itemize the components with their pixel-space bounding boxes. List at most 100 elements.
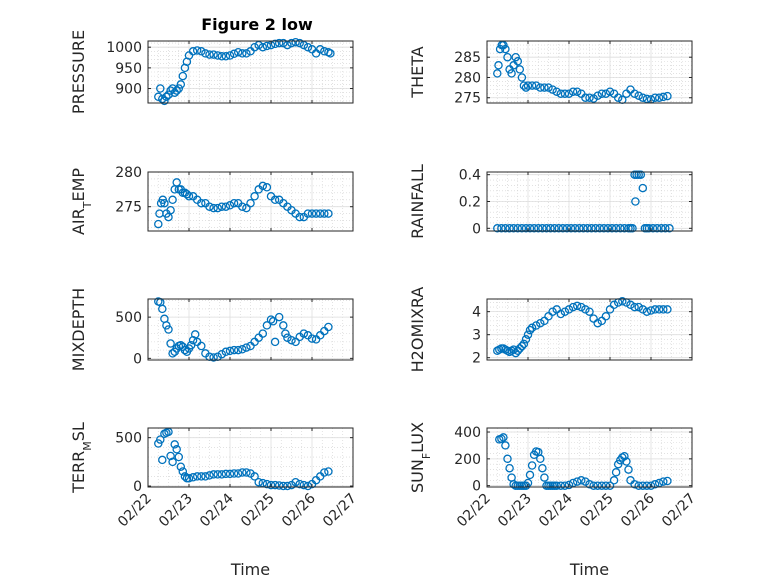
subplot-3: 275 280 AIRTEMP bbox=[69, 165, 354, 235]
subplot-4-point bbox=[583, 224, 592, 233]
subplot-8-point bbox=[572, 477, 582, 486]
subplot-7-x-tick-label: 02/23 bbox=[156, 491, 196, 531]
subplot-8-point bbox=[497, 434, 506, 443]
subplot-6-point bbox=[564, 305, 574, 314]
subplot-1-point bbox=[287, 38, 296, 48]
subplot-3-point bbox=[229, 198, 239, 208]
subplot-2-point bbox=[511, 52, 520, 62]
subplot-4-point bbox=[570, 224, 580, 233]
subplot-6-point bbox=[585, 307, 594, 316]
subplot-8-point bbox=[503, 454, 512, 464]
subplot-3-point bbox=[270, 195, 280, 205]
subplot-3-point bbox=[320, 209, 329, 218]
subplot-8-point bbox=[509, 480, 518, 489]
subplot-1-point bbox=[168, 84, 177, 93]
subplot-6-y-tick-label: 3 bbox=[472, 328, 481, 344]
subplot-7-x-tick-label: 02/26 bbox=[279, 490, 319, 530]
subplot-1-point bbox=[258, 42, 268, 52]
subplot-7-point bbox=[184, 474, 194, 483]
subplot-1-point bbox=[295, 38, 304, 48]
subplot-8: 0 200 400 SUNFLUX 02/22 02/23 02/24 02/25 02/26 0… bbox=[408, 422, 699, 579]
subplot-4-point bbox=[542, 224, 551, 233]
subplot-6-point bbox=[618, 297, 627, 306]
subplot-5-point bbox=[197, 341, 206, 351]
subplot-5-point bbox=[162, 321, 171, 330]
subplot-4-point bbox=[525, 224, 535, 233]
subplot-1-point bbox=[166, 86, 175, 95]
subplot-7-point bbox=[274, 481, 284, 490]
subplot-1-point bbox=[291, 37, 300, 47]
subplot-7-x-axis-label: Time bbox=[230, 560, 270, 579]
subplot-4: 0 0.2 0.4 RAINFALL bbox=[408, 164, 693, 239]
subplot-4-point bbox=[554, 224, 564, 233]
subplot-8-point bbox=[622, 457, 631, 466]
subplot-4-point bbox=[538, 224, 547, 233]
subplot-7-point bbox=[213, 470, 222, 479]
subplot-7-point bbox=[254, 477, 263, 487]
subplot-6-point bbox=[626, 300, 635, 310]
subplot-6-point bbox=[659, 305, 668, 314]
subplot-2: 275 280 285 THETA bbox=[408, 40, 693, 107]
subplot-2-point bbox=[630, 89, 639, 98]
subplot-8-point bbox=[552, 481, 561, 490]
subplot-5-point bbox=[180, 345, 190, 355]
subplot-4-point bbox=[575, 224, 584, 233]
subplot-5-point bbox=[266, 315, 276, 324]
subplot-6-point bbox=[601, 312, 611, 321]
figure-title: Figure 2 low bbox=[201, 15, 313, 34]
subplot-5-point bbox=[166, 339, 175, 348]
subplot-2-point bbox=[552, 87, 561, 96]
subplot-4-point bbox=[497, 224, 506, 233]
subplot-7-point bbox=[188, 473, 198, 482]
subplot-8-point bbox=[538, 463, 547, 473]
subplot-5-point bbox=[270, 337, 280, 347]
subplot-1-y-tick-label: 950 bbox=[115, 61, 142, 77]
subplot-2-point bbox=[585, 93, 594, 102]
subplot-2-point bbox=[663, 91, 672, 101]
subplot-2-point bbox=[568, 87, 578, 96]
subplot-1-point bbox=[162, 92, 171, 102]
subplot-4-point bbox=[501, 224, 510, 233]
subplot-4-point bbox=[599, 224, 609, 233]
subplot-3-y-tick-label: 280 bbox=[115, 165, 142, 181]
subplot-2-y-tick-label: 280 bbox=[454, 70, 481, 86]
subplot-7-point bbox=[158, 455, 167, 465]
subplot-7-x-tick-label: 02/22 bbox=[115, 491, 155, 531]
subplot-4-point bbox=[529, 224, 539, 233]
subplot-8-point bbox=[611, 468, 621, 477]
subplot-4-point bbox=[652, 224, 662, 233]
subplot-8-point bbox=[527, 461, 537, 470]
subplot-6-point bbox=[568, 302, 578, 312]
subplot-1-point bbox=[213, 51, 222, 60]
subplot-7-point bbox=[283, 481, 292, 491]
subplot-3-point bbox=[258, 181, 268, 191]
subplot-3-point bbox=[324, 209, 333, 218]
subplot-2-point bbox=[593, 91, 602, 100]
subplot-8-point bbox=[613, 459, 623, 469]
subplot-8-point bbox=[556, 481, 566, 490]
subplot-7-point bbox=[229, 469, 239, 478]
subplot-1-point bbox=[279, 38, 288, 48]
subplot-4-point bbox=[587, 224, 596, 233]
subplot-8-point bbox=[499, 433, 508, 442]
subplot-6-point bbox=[517, 341, 527, 351]
subplot-8-point bbox=[634, 481, 643, 490]
subplot-1-point bbox=[233, 47, 243, 57]
subplot-8-point bbox=[646, 481, 656, 490]
subplot-7-point bbox=[242, 468, 251, 477]
subplot-2-point bbox=[494, 61, 503, 70]
subplot-4-point bbox=[631, 197, 640, 206]
subplot-7-y-tick-label: 0 bbox=[133, 479, 142, 495]
subplot-4-point bbox=[665, 224, 674, 233]
subplot-8-y-tick-label: 200 bbox=[454, 452, 481, 468]
subplot-6-point bbox=[531, 321, 541, 330]
subplot-7-point bbox=[197, 472, 206, 481]
subplot-7-point bbox=[250, 472, 259, 481]
subplot-1-point bbox=[178, 71, 188, 81]
subplot-2-point bbox=[517, 73, 527, 82]
subplot-3-frame bbox=[147, 171, 354, 232]
subplot-8-x-tick-label: 02/27 bbox=[659, 491, 699, 531]
subplot-4-y-tick-label: 0.4 bbox=[459, 168, 481, 184]
subplot-1-point bbox=[238, 49, 247, 58]
subplot-6-point bbox=[572, 301, 582, 311]
